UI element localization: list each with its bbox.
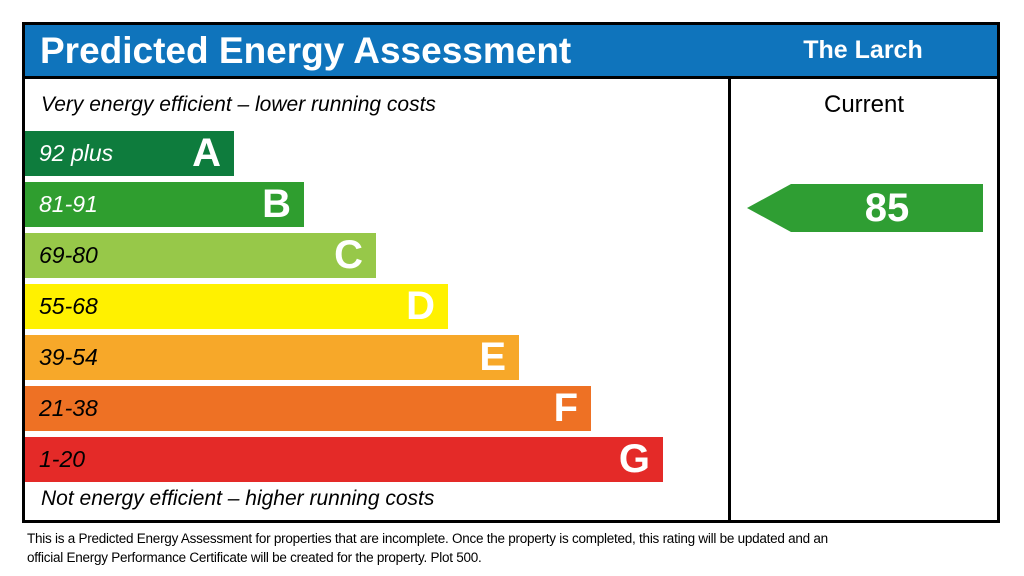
page-title: Predicted Energy Assessment [40, 29, 572, 71]
band-range-label: 92 plus [39, 140, 114, 166]
band-letter-label: D [406, 284, 435, 328]
band-letter-label: F [553, 386, 578, 430]
band-range-label: 1-20 [39, 446, 86, 472]
rating-band-D: 55-68 D [25, 284, 448, 329]
rating-band-E: 39-54 E [25, 335, 519, 380]
certificate-body: Very energy efficient – lower running co… [25, 79, 997, 520]
band-letter-label: C [334, 233, 363, 277]
current-rating-panel: Current 85 [731, 79, 997, 520]
footer-disclaimer-line-2: official Energy Performance Certificate … [27, 550, 482, 565]
band-range-label: 21-38 [39, 395, 98, 421]
band-letter-label: A [192, 131, 221, 175]
rating-band-A: 92 plus A [25, 131, 234, 176]
property-name: The Larch [803, 36, 923, 64]
band-range-label: 69-80 [39, 242, 98, 268]
band-letter-label: G [618, 437, 650, 481]
band-range-label: 55-68 [39, 293, 98, 319]
current-rating-arrow-icon: 85 [747, 184, 983, 232]
inefficient-note: Not energy efficient – higher running co… [41, 487, 435, 510]
band-range-label: 81-91 [39, 191, 98, 217]
band-letter-label: E [479, 335, 506, 379]
current-rating-value: 85 [864, 186, 910, 230]
certificate-header: Predicted Energy Assessment The Larch [25, 25, 997, 79]
rating-scale-panel: Very energy efficient – lower running co… [25, 79, 731, 520]
rating-band-F: 21-38 F [25, 386, 591, 431]
footer-disclaimer: This is a Predicted Energy Assessment fo… [27, 529, 828, 567]
rating-bands: 92 plus A 81-91 B 69-80 C 55-68 D 39-54 E 21-38 F 1-… [25, 131, 728, 488]
rating-band-C: 69-80 C [25, 233, 376, 278]
rating-band-G: 1-20 G [25, 437, 663, 482]
footer-disclaimer-line-1: This is a Predicted Energy Assessment fo… [27, 531, 828, 546]
rating-band-B: 81-91 B [25, 182, 304, 227]
current-column-header: Current [823, 91, 905, 118]
efficient-note: Very energy efficient – lower running co… [41, 93, 436, 116]
energy-assessment-certificate: Predicted Energy Assessment The Larch Ve… [22, 22, 1000, 523]
band-letter-label: B [262, 182, 291, 226]
band-range-label: 39-54 [39, 344, 98, 370]
